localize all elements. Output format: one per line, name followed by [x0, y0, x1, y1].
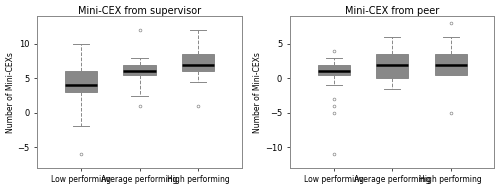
PathPatch shape [434, 54, 466, 75]
PathPatch shape [318, 65, 350, 75]
Y-axis label: Number of Mini-CEXs: Number of Mini-CEXs [6, 52, 15, 132]
PathPatch shape [376, 54, 408, 78]
Y-axis label: Number of Mini-CEXs: Number of Mini-CEXs [253, 52, 262, 132]
Title: Mini-CEX from peer: Mini-CEX from peer [345, 6, 440, 16]
PathPatch shape [65, 71, 97, 92]
PathPatch shape [124, 65, 156, 75]
Title: Mini-CEX from supervisor: Mini-CEX from supervisor [78, 6, 201, 16]
PathPatch shape [182, 54, 214, 71]
